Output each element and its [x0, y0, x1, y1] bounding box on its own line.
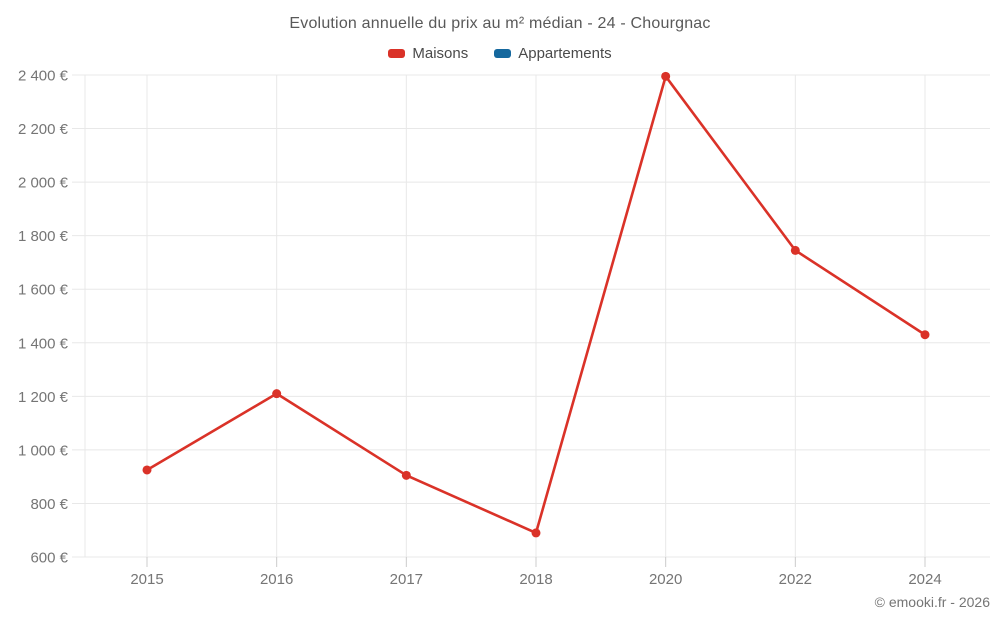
- data-point[interactable]: [272, 389, 282, 399]
- maisons-swatch-icon: [388, 49, 406, 58]
- appartements-swatch-icon: [494, 49, 512, 58]
- data-point[interactable]: [531, 528, 541, 538]
- y-tick-label: 2 000 €: [18, 175, 69, 192]
- x-tick-label: 2022: [779, 571, 812, 588]
- x-tick-label: 2015: [130, 571, 163, 588]
- y-tick-label: 1 000 €: [18, 442, 69, 459]
- legend-label-appartements: Appartements: [518, 45, 612, 62]
- chart-title: Evolution annuelle du prix au m² médian …: [289, 15, 711, 32]
- data-point[interactable]: [661, 71, 671, 81]
- data-point[interactable]: [790, 245, 800, 255]
- y-tick-label: 1 800 €: [18, 228, 69, 245]
- legend-item-maisons[interactable]: Maisons: [388, 45, 468, 62]
- x-tick-label: 2018: [519, 571, 552, 588]
- x-tick-label: 2017: [390, 571, 423, 588]
- y-tick-label: 1 400 €: [18, 335, 69, 352]
- y-tick-label: 1 600 €: [18, 282, 69, 299]
- grid-lines: [72, 74, 990, 567]
- chart-legend: Maisons Appartements: [0, 45, 1000, 62]
- x-axis-labels: 2015 2016 2017 2018 2020 2022 2024: [130, 571, 941, 588]
- data-point[interactable]: [920, 330, 930, 340]
- x-tick-label: 2024: [908, 571, 941, 588]
- data-point[interactable]: [142, 465, 152, 475]
- y-tick-label: 2 200 €: [18, 121, 69, 138]
- y-axis-labels: 600 € 800 € 1 000 € 1 200 € 1 400 € 1 600 € 1 …: [18, 68, 69, 567]
- y-tick-label: 1 200 €: [18, 389, 69, 406]
- legend-item-appartements[interactable]: Appartements: [494, 45, 612, 62]
- y-tick-label: 2 400 €: [18, 68, 69, 85]
- data-point[interactable]: [401, 470, 411, 480]
- x-tick-label: 2020: [649, 571, 682, 588]
- legend-label-maisons: Maisons: [412, 45, 469, 62]
- series-maisons: [142, 71, 930, 538]
- copyright-text: © emooki.fr - 2026: [874, 594, 990, 610]
- y-tick-label: 800 €: [30, 496, 68, 513]
- x-tick-label: 2016: [260, 571, 293, 588]
- y-tick-label: 600 €: [30, 550, 68, 567]
